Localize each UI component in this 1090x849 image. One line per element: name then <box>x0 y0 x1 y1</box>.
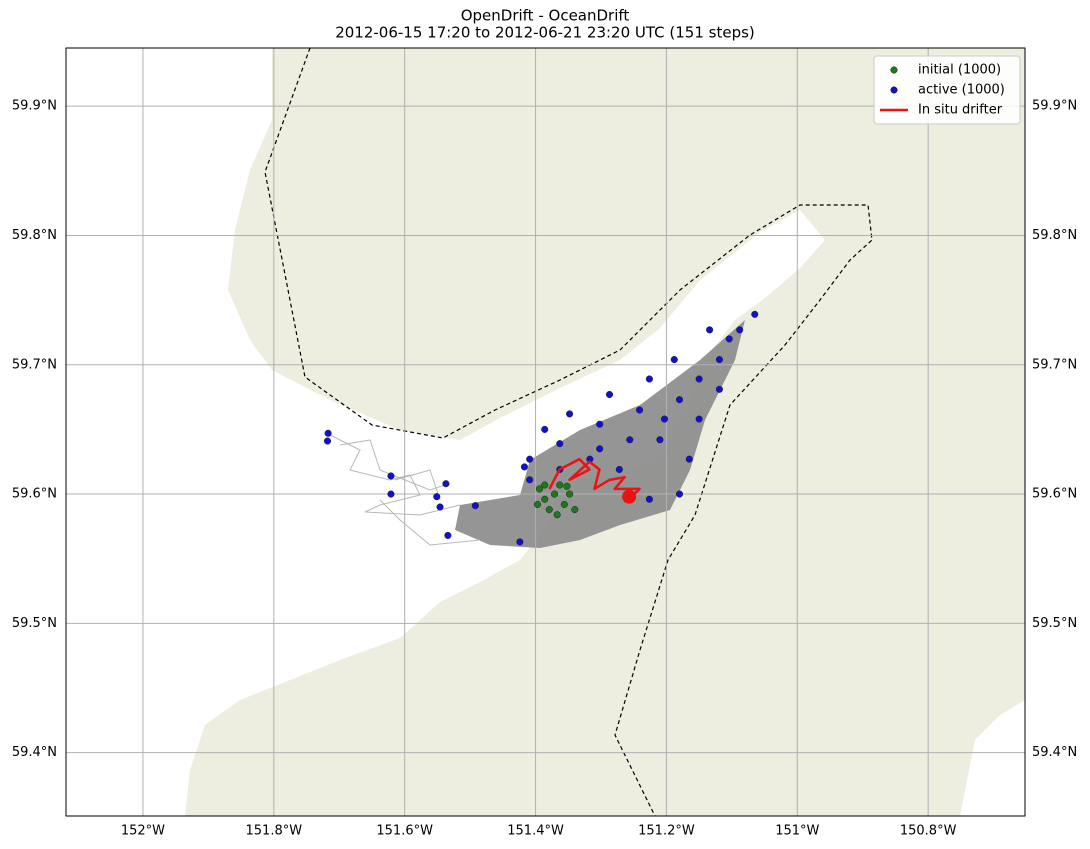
particle <box>556 440 564 448</box>
particle <box>596 420 604 428</box>
particle <box>545 506 553 514</box>
ocean <box>960 700 1025 816</box>
particle <box>323 437 332 445</box>
particle <box>433 493 441 501</box>
particle <box>387 490 395 498</box>
y-tick-label-right: 59.5°N <box>1032 616 1077 631</box>
particle <box>526 455 534 463</box>
y-tick-label: 59.4°N <box>12 745 57 760</box>
particle <box>736 326 744 334</box>
particle <box>615 465 623 474</box>
x-tick-label: 151.2°W <box>638 824 695 839</box>
particle <box>656 436 664 444</box>
particle <box>566 490 574 498</box>
legend: initial (1000) active (1000) In situ drift… <box>873 55 1021 125</box>
particle <box>442 480 450 488</box>
x-tick-label: 150.8°W <box>900 824 957 839</box>
particle <box>541 425 549 433</box>
particle <box>715 356 723 364</box>
y-tick-label-right: 59.6°N <box>1032 487 1077 502</box>
particle <box>563 482 571 490</box>
y-tick-label: 59.7°N <box>12 357 57 372</box>
model-domain-boundary <box>264 48 873 816</box>
legend-swatch <box>890 66 898 74</box>
legend-box <box>873 55 1021 125</box>
particle <box>725 335 733 343</box>
particle <box>685 455 693 463</box>
particle <box>695 375 703 383</box>
particle <box>520 463 528 471</box>
x-tick-label: 151°W <box>775 824 819 839</box>
particle <box>533 500 542 508</box>
marks <box>323 310 759 546</box>
x-tick-label: 151.8°W <box>246 824 303 839</box>
drifter-end <box>622 489 637 504</box>
particle <box>715 385 723 393</box>
x-tick-label: 152°W <box>121 824 165 839</box>
particle <box>675 490 684 498</box>
map-subtitle: 2012-06-15 17:20 to 2012-06-21 23:20 UTC… <box>335 24 755 42</box>
particle <box>535 485 544 493</box>
drifter-track <box>548 457 641 498</box>
particle <box>324 429 332 437</box>
particle <box>596 445 604 453</box>
particle <box>706 326 714 334</box>
particle <box>550 490 559 498</box>
y-tick-label: 59.6°N <box>12 487 57 502</box>
y-tick-label-right: 59.7°N <box>1032 357 1077 372</box>
plot-frame <box>65 47 1026 817</box>
map-background <box>66 48 1025 816</box>
particle <box>571 506 579 514</box>
x-tick-label: 151.6°W <box>376 824 433 839</box>
map-title: OpenDrift - OceanDrift <box>461 7 630 25</box>
y-tick-label-right: 59.9°N <box>1032 99 1077 114</box>
ocean <box>66 48 825 816</box>
particle <box>556 481 564 489</box>
x-tick-label: 151.4°W <box>507 824 564 839</box>
particle <box>541 495 549 503</box>
y-tick-label: 59.5°N <box>12 616 57 631</box>
particle <box>751 310 759 318</box>
particle <box>670 356 678 364</box>
particle <box>645 495 653 503</box>
particle <box>626 436 634 444</box>
particle <box>387 472 395 480</box>
trajectory-cloud <box>455 320 745 548</box>
grid <box>66 48 1025 816</box>
particle <box>605 390 614 399</box>
y-tick-label-right: 59.8°N <box>1032 228 1077 243</box>
legend-label: In situ drifter <box>918 103 1003 118</box>
y-tick-label-right: 59.4°N <box>1032 745 1077 760</box>
legend-label: active (1000) <box>918 83 1005 98</box>
legend-swatch <box>890 86 898 94</box>
particle <box>645 375 653 383</box>
particle <box>560 500 568 508</box>
legend-label: initial (1000) <box>918 63 1001 78</box>
particle <box>444 531 452 539</box>
particle <box>471 502 479 510</box>
y-tick-label: 59.8°N <box>12 228 57 243</box>
particle <box>566 410 574 418</box>
particle <box>526 476 534 484</box>
particle <box>695 415 703 423</box>
particle <box>553 511 561 519</box>
particle <box>660 415 669 423</box>
particle <box>541 481 549 489</box>
y-tick-label: 59.9°N <box>12 99 57 114</box>
trajectory-lines <box>329 434 481 546</box>
particle <box>636 406 644 414</box>
particle <box>436 503 444 511</box>
particle <box>516 538 524 546</box>
particle <box>675 396 684 404</box>
